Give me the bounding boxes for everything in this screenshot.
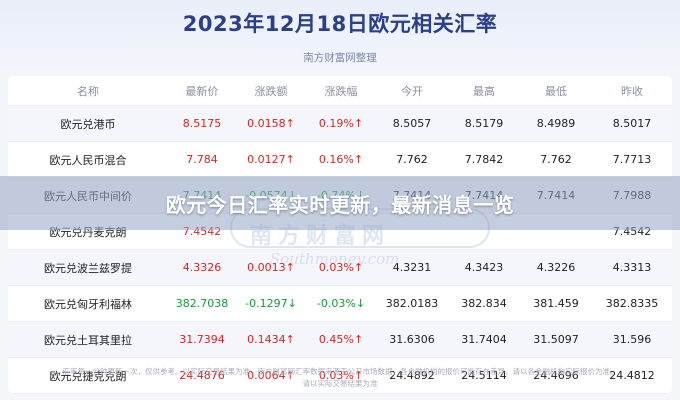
overlay-banner-text: 欧元今日汇率实时更新，最新消息一览 — [165, 193, 515, 217]
cell-pct: 0.03%↑ — [318, 369, 364, 382]
table-row: 欧元兑波兰兹罗提 4.3326 0.0013↑ 0.03%↑ 4.3231 4.3423 4… — [8, 250, 672, 286]
cell-prev: 382.8335 — [605, 297, 659, 310]
cell-name: 欧元人民币混合 — [49, 153, 127, 167]
cell-latest: 7.784 — [186, 153, 218, 166]
cell-open: 7.762 — [396, 153, 428, 166]
cell-prev: 7.7713 — [612, 153, 652, 166]
cell-latest: 8.5175 — [182, 117, 222, 130]
cell-pct: -0.03%↓ — [316, 297, 366, 310]
cell-change: 0.0013↑ — [247, 261, 295, 274]
cell-prev: 8.5017 — [612, 117, 652, 130]
cell-low: 7.762 — [540, 153, 572, 166]
cell-latest: 382.7038 — [175, 297, 229, 310]
cell-open: 24.4892 — [389, 369, 435, 382]
cell-open: 8.5057 — [392, 117, 432, 130]
col-header-prev: 昨收 — [621, 84, 643, 98]
cell-name: 欧元兑土耳其里拉 — [44, 333, 132, 347]
table-header: 名称 最新价 涨跌额 涨跌幅 今开 最高 最低 昨收 — [8, 76, 672, 106]
cell-open: 31.6306 — [389, 333, 435, 346]
col-header-name: 名称 — [77, 84, 99, 98]
cell-prev: 24.4812 — [609, 369, 655, 382]
cell-prev: 31.596 — [612, 333, 652, 346]
table-row: 欧元兑匈牙利福林 382.7038 -0.1297↓ -0.03%↓ 382.0183 3… — [8, 286, 672, 322]
cell-change: -0.1297↓ — [245, 297, 297, 310]
cell-pct: 0.16%↑ — [318, 153, 364, 166]
cell-name: 欧元兑捷克克朗 — [49, 369, 127, 383]
col-header-latest: 最新价 — [185, 84, 219, 98]
cell-open: 4.3231 — [392, 261, 432, 274]
table-row: 欧元兑港币 8.5175 0.0158↑ 0.19%↑ 8.5057 8.5179 8.49… — [8, 106, 672, 142]
cell-low: 31.5097 — [533, 333, 579, 346]
cell-change: 0.1434↑ — [247, 333, 295, 346]
cell-high: 382.834 — [461, 297, 507, 310]
cell-latest: 31.7394 — [179, 333, 225, 346]
cell-open: 382.0183 — [385, 297, 439, 310]
cell-high: 4.3423 — [464, 261, 504, 274]
cell-high: 24.5114 — [461, 369, 507, 382]
cell-latest: 24.4876 — [179, 369, 225, 382]
cell-latest: 4.3326 — [182, 261, 222, 274]
cell-name: 欧元兑港币 — [60, 117, 116, 131]
col-header-low: 最低 — [545, 84, 567, 98]
cell-pct: 0.45%↑ — [318, 333, 364, 346]
cell-change: 0.0127↑ — [247, 153, 295, 166]
page-title: 2023年12月18日欧元相关汇率 — [182, 12, 498, 36]
col-header-change: 涨跌额 — [254, 84, 288, 98]
cell-pct: 0.19%↑ — [318, 117, 364, 130]
table-row: 欧元人民币混合 7.784 0.0127↑ 0.16%↑ 7.762 7.7842 7.76… — [8, 142, 672, 178]
overlay-banner — [0, 176, 680, 230]
col-header-high: 最高 — [473, 84, 495, 98]
cell-prev: 4.3313 — [612, 261, 652, 274]
footer-note: 汇率每一分钟更新一次，仅供参考。以实际交易结果为准。南方财富网汇率数据来源于公开… — [20, 366, 660, 390]
cell-pct: 0.03%↑ — [318, 261, 364, 274]
cell-change: 0.0158↑ — [247, 117, 295, 130]
table-row: 欧元兑捷克克朗 24.4876 0.0064↑ 0.03%↑ 24.4892 24.511… — [8, 358, 672, 394]
cell-low: 4.3226 — [536, 261, 576, 274]
cell-low: 24.4696 — [533, 369, 579, 382]
footer-line-1: 汇率每一分钟更新一次，仅供参考。以实际交易结果为准。南方财富网汇率数据来源于公开… — [62, 367, 618, 376]
footer-line-2: 请以实际交易结果为准 — [302, 379, 378, 388]
cell-high: 31.7404 — [461, 333, 507, 346]
col-header-pct: 涨跌幅 — [324, 84, 358, 98]
page-subtitle: 南方财富网整理 — [303, 52, 377, 64]
cell-name: 欧元兑匈牙利福林 — [44, 297, 132, 311]
table-row: 欧元兑土耳其里拉 31.7394 0.1434↑ 0.45%↑ 31.6306 31.74… — [8, 322, 672, 358]
col-header-open: 今开 — [401, 84, 423, 98]
watermark-url: Southmoney.com — [270, 250, 400, 268]
cell-low: 381.459 — [533, 297, 579, 310]
cell-name: 欧元兑波兰兹罗提 — [44, 261, 132, 275]
cell-low: 8.4989 — [536, 117, 576, 130]
cell-change: 0.0064↑ — [247, 369, 295, 382]
cell-high: 8.5179 — [464, 117, 504, 130]
cell-high: 7.7842 — [464, 153, 504, 166]
